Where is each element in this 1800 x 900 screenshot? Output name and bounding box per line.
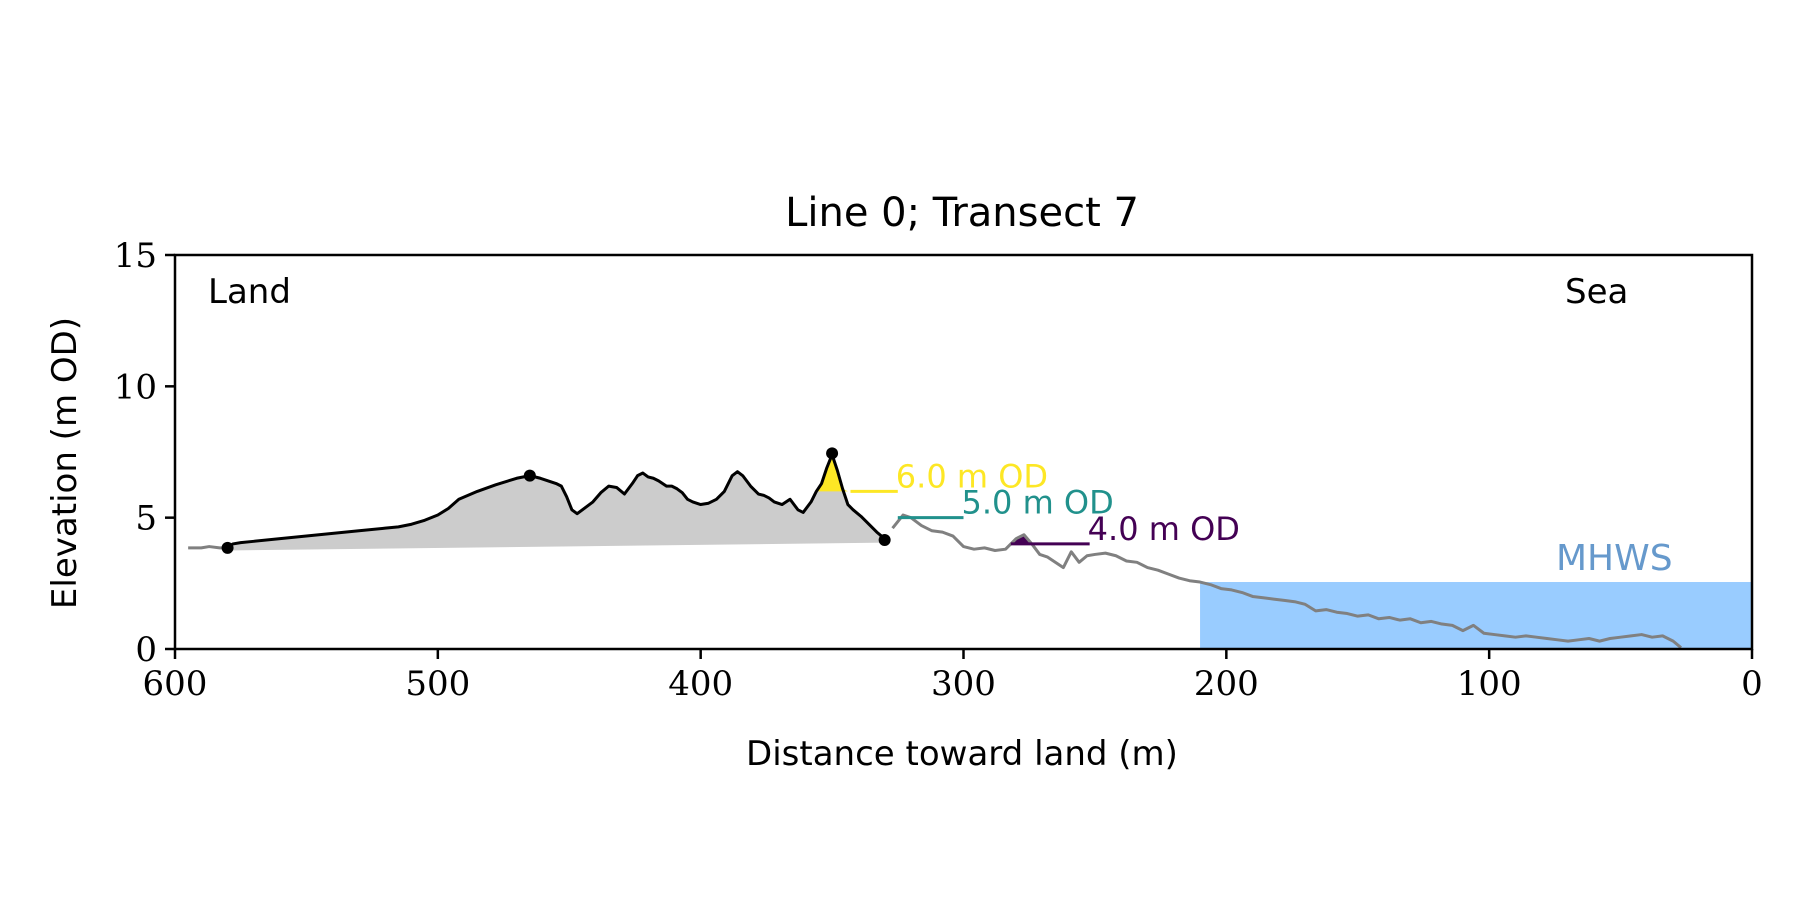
chart-title: Line 0; Transect 7 (785, 190, 1139, 236)
y-tick-label-0: 0 (135, 630, 157, 670)
level-label-2: 5.0 m OD (962, 484, 1114, 522)
x-tick-label-200: 200 (1194, 664, 1259, 704)
x-tick-label-300: 300 (931, 664, 996, 704)
y-tick-label-5: 5 (135, 499, 157, 539)
dune-profile-line (226, 453, 891, 550)
x-tick-label-600: 600 (143, 664, 208, 704)
profile-marker-3 (826, 447, 839, 460)
profile-marker-1 (221, 541, 234, 554)
y-tick-label-15: 15 (114, 236, 157, 276)
profile-marker-4 (878, 533, 891, 546)
mhws-sea-area (1200, 582, 1752, 649)
profile-marker-2 (523, 469, 536, 482)
level-label-3: 4.0 m OD (1088, 510, 1240, 548)
x-tick-label-100: 100 (1457, 664, 1522, 704)
x-tick-label-0: 0 (1741, 664, 1763, 704)
x-tick-label-500: 500 (405, 664, 470, 704)
mhws-label: MHWS (1556, 538, 1673, 579)
y-axis-label: Elevation (m OD) (45, 317, 85, 609)
x-axis-label: Distance toward land (m) (746, 734, 1178, 774)
x-tick-label-400: 400 (668, 664, 733, 704)
sea-label: Sea (1565, 272, 1628, 312)
land-label: Land (208, 272, 291, 312)
seaward-profile-line (891, 513, 1682, 649)
level-label-1: 6.0 m OD (896, 457, 1048, 495)
y-tick-label-10: 10 (114, 367, 157, 407)
dune-volume-fill (227, 454, 890, 551)
